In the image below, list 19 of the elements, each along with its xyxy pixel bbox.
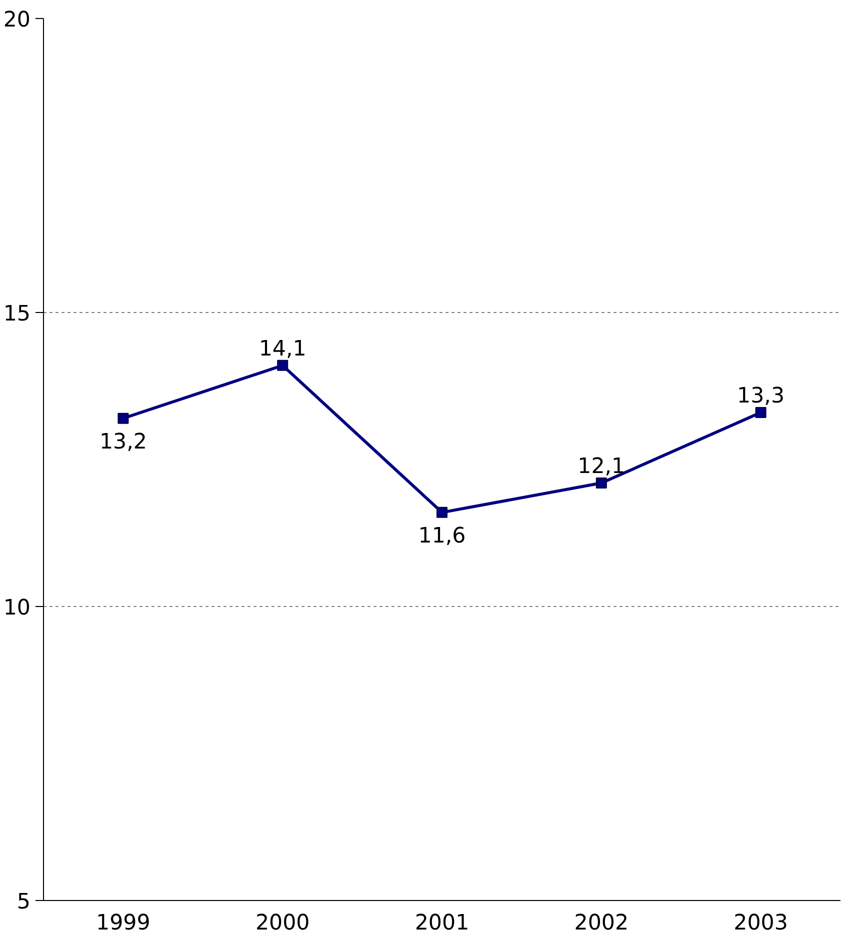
data-label: 13,3	[737, 383, 785, 408]
x-tick-label: 2000	[255, 910, 310, 936]
y-tick-label: 20	[3, 8, 30, 32]
y-tick-label: 10	[3, 596, 30, 620]
y-tick-label: 5	[16, 890, 31, 914]
y-tick-label: 15	[3, 302, 30, 326]
x-tick-label: 2001	[414, 910, 470, 936]
data-label: 14,1	[258, 336, 306, 362]
point	[596, 478, 607, 489]
data-label: 13,2	[99, 429, 147, 454]
data-label: 12,1	[578, 454, 626, 480]
point	[118, 412, 129, 424]
point	[436, 506, 448, 518]
x-tick-label: 2002	[574, 910, 629, 936]
x-tick-label: 2003	[734, 910, 788, 936]
point	[277, 360, 288, 371]
x-tick-label: 1999	[96, 910, 150, 936]
data-label: 11,6	[418, 523, 466, 548]
point	[755, 406, 766, 418]
